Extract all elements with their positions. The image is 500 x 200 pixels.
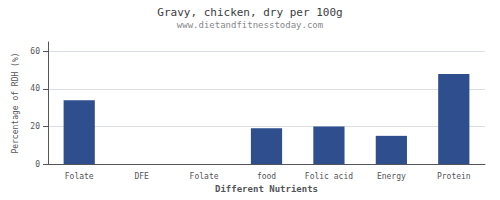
svg-text:Percentage of RDH (%): Percentage of RDH (%): [11, 52, 20, 153]
svg-text:Folate: Folate: [190, 172, 219, 181]
svg-text:Protein: Protein: [437, 172, 471, 181]
svg-text:www.dietandfitnesstoday.com: www.dietandfitnesstoday.com: [177, 20, 323, 30]
svg-text:Gravy, chicken, dry per 100g: Gravy, chicken, dry per 100g: [157, 6, 342, 19]
svg-text:60: 60: [30, 47, 40, 56]
svg-text:Different Nutrients: Different Nutrients: [215, 184, 318, 194]
svg-text:Folate: Folate: [65, 172, 94, 181]
svg-text:Folic acid: Folic acid: [305, 172, 353, 181]
svg-text:food: food: [257, 172, 276, 181]
svg-text:40: 40: [30, 84, 40, 93]
svg-text:DFE: DFE: [134, 172, 149, 181]
svg-text:20: 20: [30, 122, 40, 131]
svg-text:Energy: Energy: [377, 172, 406, 181]
svg-text:0: 0: [35, 160, 40, 169]
